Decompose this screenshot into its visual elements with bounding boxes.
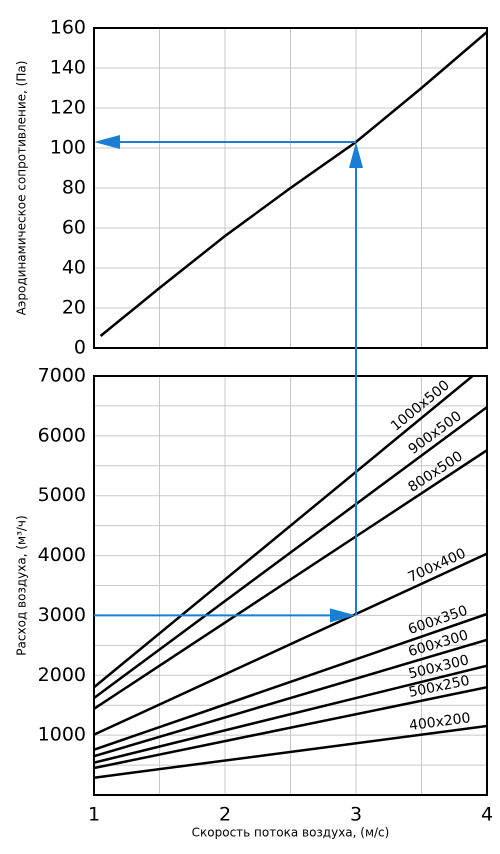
x-tick-label: 2 bbox=[219, 804, 231, 826]
y-tick-label: 100 bbox=[50, 137, 86, 159]
y-tick-label: 140 bbox=[50, 57, 86, 79]
line-series bbox=[94, 376, 474, 689]
line-series bbox=[94, 686, 487, 770]
y-tick-label: 120 bbox=[50, 97, 86, 119]
y-tick-label: 7000 bbox=[38, 365, 86, 387]
line-series bbox=[94, 406, 487, 700]
line-series bbox=[99, 31, 487, 337]
line-series bbox=[94, 552, 487, 736]
x-tick-label: 1 bbox=[88, 804, 100, 826]
y-tick-label: 6000 bbox=[38, 424, 86, 446]
y-tick-label: 2000 bbox=[38, 664, 86, 686]
line-series bbox=[94, 612, 487, 751]
y-axis-label: Аэродинамическое сопротивление, (Па) bbox=[15, 61, 29, 316]
line-series bbox=[94, 638, 487, 758]
x-axis-label: Скорость потока воздуха, (м/с) bbox=[192, 826, 390, 840]
line-series bbox=[94, 449, 487, 710]
y-tick-label: 1000 bbox=[38, 724, 86, 746]
y-tick-label: 20 bbox=[62, 297, 86, 319]
y-tick-label: 160 bbox=[50, 17, 86, 39]
guide-arrowhead bbox=[349, 142, 363, 168]
guide-arrowhead bbox=[94, 135, 120, 149]
x-tick-label: 3 bbox=[350, 804, 362, 826]
y-tick-label: 5000 bbox=[38, 484, 86, 506]
plot-frame bbox=[93, 375, 488, 796]
series-label: 400x200 bbox=[408, 710, 471, 734]
x-tick-label: 4 bbox=[481, 804, 493, 826]
y-tick-label: 60 bbox=[62, 217, 86, 239]
y-tick-label: 40 bbox=[62, 257, 86, 279]
y-tick-label: 80 bbox=[62, 177, 86, 199]
plot-frame bbox=[93, 27, 488, 349]
guide-arrowhead bbox=[330, 608, 356, 623]
line-series bbox=[94, 664, 487, 764]
line-series bbox=[94, 724, 487, 780]
y-tick-label: 3000 bbox=[38, 604, 86, 626]
y-tick-label: 0 bbox=[74, 337, 86, 359]
y-axis-label: Расход воздуха, (м³/ч) bbox=[15, 515, 29, 655]
y-tick-label: 4000 bbox=[38, 544, 86, 566]
